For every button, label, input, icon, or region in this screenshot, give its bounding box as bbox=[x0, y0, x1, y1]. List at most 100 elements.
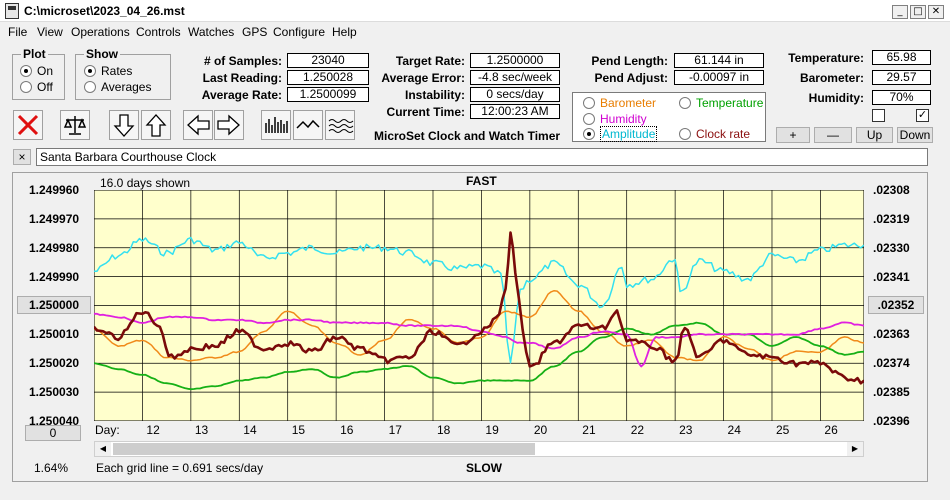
day-label: Day: bbox=[95, 423, 120, 437]
show-averages-radio[interactable]: Averages bbox=[84, 80, 151, 94]
time-scrollbar[interactable]: ◀ ▶ bbox=[94, 441, 864, 457]
left-checkbox[interactable] bbox=[872, 109, 885, 122]
menu-configure[interactable]: Configure bbox=[273, 25, 326, 39]
histogram-button[interactable] bbox=[261, 110, 291, 140]
down-button[interactable]: Down bbox=[897, 127, 933, 143]
up-arrow-button[interactable] bbox=[141, 110, 171, 140]
series-line-clock-rate bbox=[94, 231, 864, 385]
left-tick-label: 1.249990 bbox=[29, 269, 80, 284]
scroll-thumb[interactable] bbox=[113, 443, 535, 455]
down-arrow-button[interactable] bbox=[109, 110, 139, 140]
x-tick-label: 12 bbox=[146, 423, 160, 437]
humidity-label: Humidity: bbox=[808, 91, 864, 105]
red-x-icon bbox=[17, 114, 39, 136]
instability-value: 0 secs/day bbox=[470, 87, 560, 102]
x-tick-label: 19 bbox=[485, 423, 499, 437]
left-arrow-button[interactable] bbox=[183, 110, 213, 140]
pend-length-label: Pend Length: bbox=[591, 54, 668, 68]
target-rate-label: Target Rate: bbox=[395, 54, 465, 68]
menu-help[interactable]: Help bbox=[332, 25, 357, 39]
balance-button[interactable] bbox=[60, 110, 90, 140]
x-tick-label: 16 bbox=[340, 423, 354, 437]
right-tick-label: .02363 bbox=[873, 327, 910, 342]
x-tick-label: 21 bbox=[582, 423, 596, 437]
right-tick-label: .02319 bbox=[873, 211, 910, 226]
average-rate-label: Average Rate: bbox=[201, 88, 282, 102]
maximize-icon[interactable]: □ bbox=[910, 5, 926, 19]
plot-off-radio[interactable]: Off bbox=[20, 80, 53, 94]
series-line-amplitude bbox=[94, 236, 864, 364]
left-tick-label: 1.250010 bbox=[29, 327, 80, 342]
series-barometer-radio[interactable]: Barometer bbox=[583, 96, 656, 110]
center-right-button[interactable]: .02352 bbox=[868, 296, 924, 314]
x-tick-label: 25 bbox=[775, 423, 790, 437]
pend-adjust-label: Pend Adjust: bbox=[594, 71, 668, 85]
scroll-right-icon[interactable]: ▶ bbox=[847, 442, 863, 456]
last-reading-value: 1.250028 bbox=[287, 70, 369, 85]
show-group-title: Show bbox=[84, 47, 120, 61]
show-rates-radio[interactable]: Rates bbox=[84, 64, 132, 78]
histogram-icon bbox=[265, 117, 288, 133]
menu-bar: File View Operations Controls Watches GP… bbox=[0, 23, 950, 42]
wave-button[interactable] bbox=[293, 110, 323, 140]
x-tick-label: 22 bbox=[630, 423, 645, 437]
clock-name-input[interactable]: Santa Barbara Courthouse Clock bbox=[36, 148, 928, 166]
ripple-button[interactable] bbox=[325, 110, 355, 140]
plot-group: Plot On Off bbox=[12, 47, 65, 100]
right-tick-label: .02396 bbox=[873, 414, 910, 428]
scroll-left-icon[interactable]: ◀ bbox=[95, 442, 111, 456]
temperature-value: 65.98 bbox=[872, 50, 931, 65]
minimize-icon[interactable]: _ bbox=[892, 5, 908, 19]
menu-controls[interactable]: Controls bbox=[136, 25, 181, 39]
barometer-value: 29.57 bbox=[872, 70, 931, 85]
close-clock-button[interactable]: × bbox=[13, 149, 31, 165]
stop-button[interactable] bbox=[13, 110, 43, 140]
menu-file[interactable]: File bbox=[8, 25, 28, 39]
close-icon[interactable]: ✕ bbox=[928, 5, 944, 19]
series-temperature-radio[interactable]: Temperature bbox=[679, 96, 763, 110]
menu-operations[interactable]: Operations bbox=[71, 25, 130, 39]
x-tick-label: 18 bbox=[436, 423, 451, 437]
minus-button[interactable]: — bbox=[814, 127, 852, 143]
zero-button[interactable]: 0 bbox=[25, 425, 81, 441]
humidity-value: 70% bbox=[872, 90, 931, 105]
barometer-label: Barometer: bbox=[799, 71, 864, 85]
plot-on-radio[interactable]: On bbox=[20, 64, 53, 78]
pend-length-value: 61.144 in bbox=[674, 53, 764, 68]
right-tick-label: .02330 bbox=[873, 240, 910, 255]
x-tick-label: 17 bbox=[388, 423, 402, 437]
right-checkbox[interactable]: ✓ bbox=[916, 109, 929, 122]
series-amplitude-radio[interactable]: Amplitude bbox=[583, 126, 658, 142]
average-rate-value: 1.2500099 bbox=[287, 87, 369, 102]
x-tick-label: 23 bbox=[679, 423, 693, 437]
right-arrow-button[interactable] bbox=[214, 110, 244, 140]
left-tick-label: 1.249970 bbox=[29, 211, 80, 226]
left-tick-label: 1.249960 bbox=[29, 183, 80, 197]
arrow-left-icon bbox=[187, 114, 210, 136]
series-clock-rate-radio[interactable]: Clock rate bbox=[679, 127, 750, 141]
left-tick-label: 1.250030 bbox=[29, 385, 80, 400]
scale-icon bbox=[63, 116, 87, 135]
x-tick-label: 20 bbox=[533, 423, 548, 437]
samples-value: 23040 bbox=[287, 53, 369, 68]
up-button[interactable]: Up bbox=[856, 127, 893, 143]
instability-label: Instability: bbox=[404, 88, 465, 102]
x-tick-label: 26 bbox=[824, 423, 838, 437]
samples-label: # of Samples: bbox=[203, 54, 282, 68]
current-time-value: 12:00:23 AM bbox=[470, 104, 560, 119]
menu-watches[interactable]: Watches bbox=[188, 25, 235, 39]
ripple-icon bbox=[328, 119, 354, 133]
menu-gps[interactable]: GPS bbox=[242, 25, 268, 39]
show-group: Show Rates Averages bbox=[75, 47, 171, 100]
series-line-humidity bbox=[94, 312, 864, 368]
temperature-label: Temperature: bbox=[788, 51, 864, 65]
arrow-up-icon bbox=[145, 114, 167, 137]
plot-lines bbox=[94, 231, 864, 391]
plot-area bbox=[94, 190, 864, 421]
center-left-button[interactable]: 1.250000 bbox=[17, 296, 91, 314]
menu-view[interactable]: View bbox=[37, 25, 63, 39]
plus-button[interactable]: + bbox=[776, 127, 810, 143]
wave-icon bbox=[296, 119, 320, 129]
series-selector: Barometer Temperature Humidity Amplitude… bbox=[572, 92, 766, 142]
series-humidity-radio[interactable]: Humidity bbox=[583, 112, 647, 126]
